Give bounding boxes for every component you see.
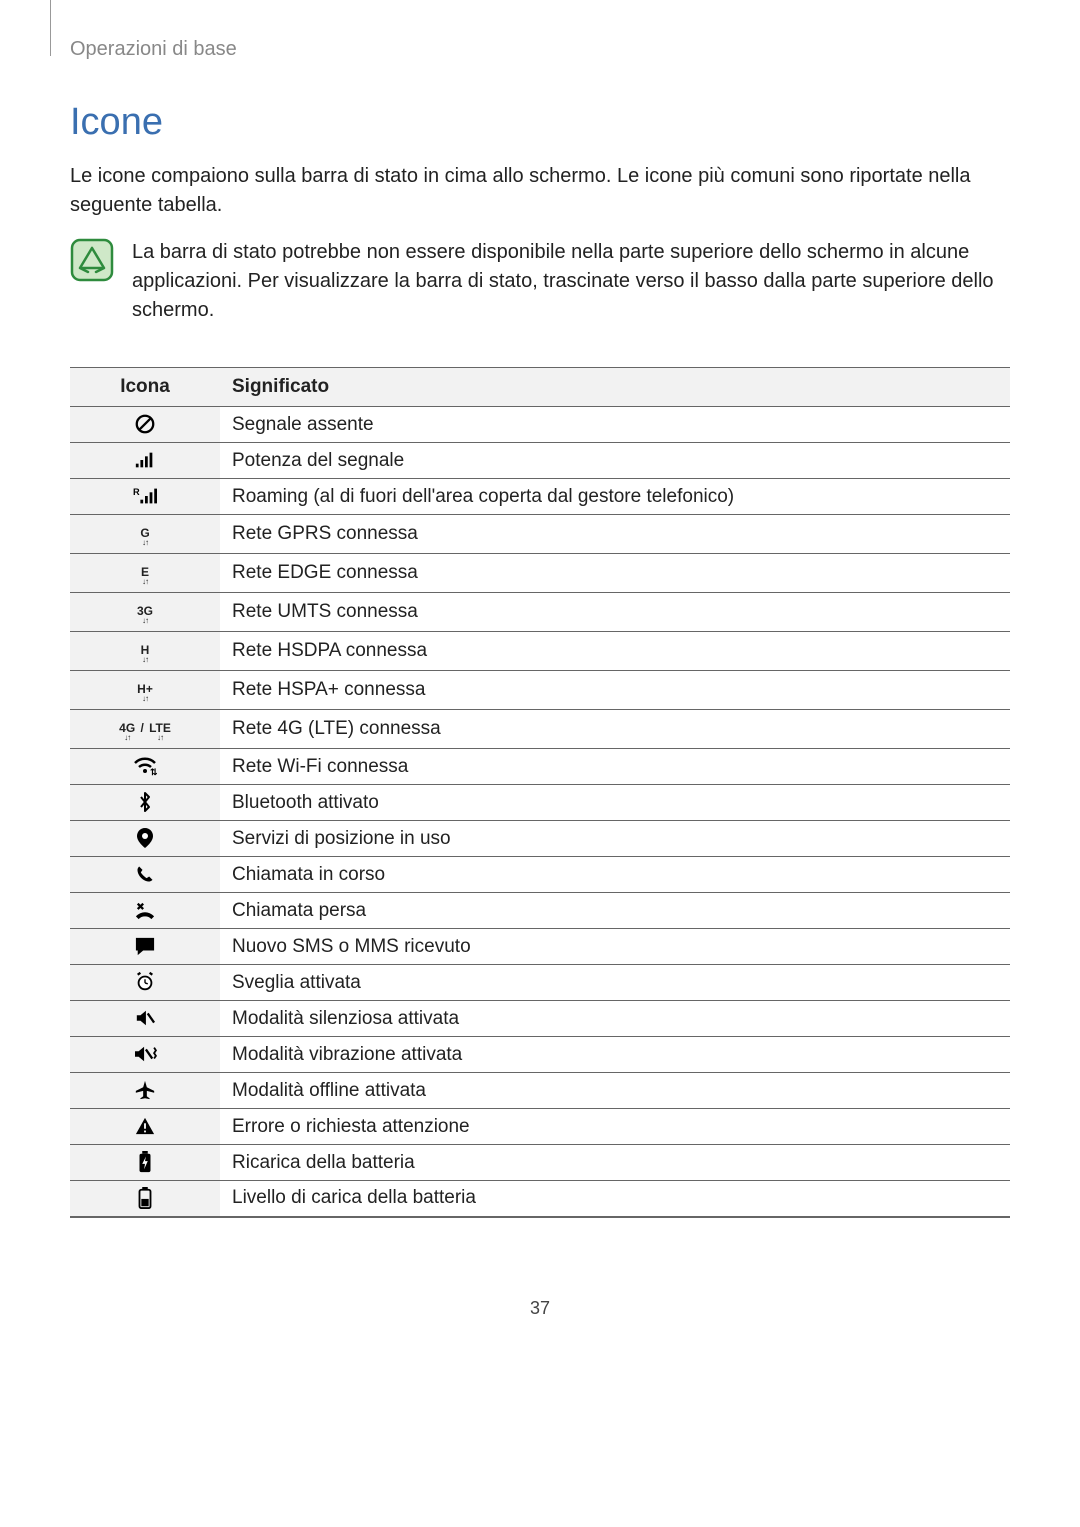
icon-meaning: Servizi di posizione in uso: [220, 821, 1010, 857]
no-signal-icon: [70, 407, 220, 443]
table-row: Segnale assente: [70, 407, 1010, 443]
signal-strength-icon: [70, 443, 220, 479]
icon-meaning: Chiamata persa: [220, 893, 1010, 929]
bluetooth-icon: [70, 785, 220, 821]
location-icon: [70, 821, 220, 857]
icon-meaning: Rete HSPA+ connessa: [220, 671, 1010, 710]
icon-meaning: Chiamata in corso: [220, 857, 1010, 893]
edge-icon: E↓↑: [70, 554, 220, 593]
lte-icon: 4G↓↑ / LTE↓↑: [70, 710, 220, 749]
hspa-plus-icon: H+↓↑: [70, 671, 220, 710]
table-row: Ricarica della batteria: [70, 1145, 1010, 1181]
icon-meaning: Rete HSDPA connessa: [220, 632, 1010, 671]
roaming-icon: R: [70, 479, 220, 515]
icon-meaning: Livello di carica della batteria: [220, 1181, 1010, 1217]
table-row: Servizi di posizione in uso: [70, 821, 1010, 857]
icon-meaning: Ricarica della batteria: [220, 1145, 1010, 1181]
table-row: 3G↓↑Rete UMTS connessa: [70, 593, 1010, 632]
umts-icon: 3G↓↑: [70, 593, 220, 632]
table-row: Errore o richiesta attenzione: [70, 1109, 1010, 1145]
table-row: Sveglia attivata: [70, 965, 1010, 1001]
table-row: Chiamata in corso: [70, 857, 1010, 893]
icon-meaning: Bluetooth attivato: [220, 785, 1010, 821]
hsdpa-icon: H↓↑: [70, 632, 220, 671]
vibrate-mode-icon: [70, 1037, 220, 1073]
icon-meaning: Rete EDGE connessa: [220, 554, 1010, 593]
airplane-mode-icon: [70, 1073, 220, 1109]
svg-text:⇅: ⇅: [150, 767, 157, 776]
alarm-icon: [70, 965, 220, 1001]
icon-meaning: Rete UMTS connessa: [220, 593, 1010, 632]
icon-meaning: Modalità offline attivata: [220, 1073, 1010, 1109]
breadcrumb: Operazioni di base: [70, 38, 1010, 61]
battery-charging-icon: [70, 1145, 220, 1181]
battery-level-icon: [70, 1181, 220, 1217]
warning-icon: [70, 1109, 220, 1145]
intro-paragraph: Le icone compaiono sulla barra di stato …: [70, 162, 1010, 220]
table-row: Nuovo SMS o MMS ricevuto: [70, 929, 1010, 965]
gprs-icon: G↓↑: [70, 515, 220, 554]
icon-meaning: Rete GPRS connessa: [220, 515, 1010, 554]
icon-meaning: Rete 4G (LTE) connessa: [220, 710, 1010, 749]
icon-meaning: Modalità silenziosa attivata: [220, 1001, 1010, 1037]
page-number: 37: [70, 1298, 1010, 1319]
icon-meaning: Sveglia attivata: [220, 965, 1010, 1001]
table-row: Bluetooth attivato: [70, 785, 1010, 821]
icon-meaning: Modalità vibrazione attivata: [220, 1037, 1010, 1073]
table-row: Chiamata persa: [70, 893, 1010, 929]
icon-meaning: Rete Wi-Fi connessa: [220, 749, 1010, 785]
silent-mode-icon: [70, 1001, 220, 1037]
call-active-icon: [70, 857, 220, 893]
table-row: ⇅ Rete Wi-Fi connessa: [70, 749, 1010, 785]
new-message-icon: [70, 929, 220, 965]
table-row: Livello di carica della batteria: [70, 1181, 1010, 1217]
table-row: Modalità silenziosa attivata: [70, 1001, 1010, 1037]
icon-meaning: Nuovo SMS o MMS ricevuto: [220, 929, 1010, 965]
table-row: Potenza del segnale: [70, 443, 1010, 479]
page-title: Icone: [70, 101, 1010, 144]
note-block: La barra di stato potrebbe non essere di…: [70, 238, 1010, 343]
table-row: R Roaming (al di fuori dell'area coperta …: [70, 479, 1010, 515]
note-text: La barra di stato potrebbe non essere di…: [132, 238, 1010, 325]
table-row: Modalità offline attivata: [70, 1073, 1010, 1109]
table-row: Modalità vibrazione attivata: [70, 1037, 1010, 1073]
svg-text:R: R: [133, 488, 140, 498]
table-row: G↓↑Rete GPRS connessa: [70, 515, 1010, 554]
icon-meaning: Segnale assente: [220, 407, 1010, 443]
note-icon: [70, 238, 114, 282]
icon-meaning: Roaming (al di fuori dell'area coperta d…: [220, 479, 1010, 515]
icon-meaning: Potenza del segnale: [220, 443, 1010, 479]
table-header-icon: Icona: [70, 368, 220, 407]
table-row: 4G↓↑ / LTE↓↑Rete 4G (LTE) connessa: [70, 710, 1010, 749]
table-row: E↓↑Rete EDGE connessa: [70, 554, 1010, 593]
table-row: H+↓↑Rete HSPA+ connessa: [70, 671, 1010, 710]
missed-call-icon: [70, 893, 220, 929]
table-row: H↓↑Rete HSDPA connessa: [70, 632, 1010, 671]
icons-table: Icona Significato Segnale assentePotenza…: [70, 367, 1010, 1218]
icon-meaning: Errore o richiesta attenzione: [220, 1109, 1010, 1145]
table-header-meaning: Significato: [220, 368, 1010, 407]
wifi-icon: ⇅: [70, 749, 220, 785]
